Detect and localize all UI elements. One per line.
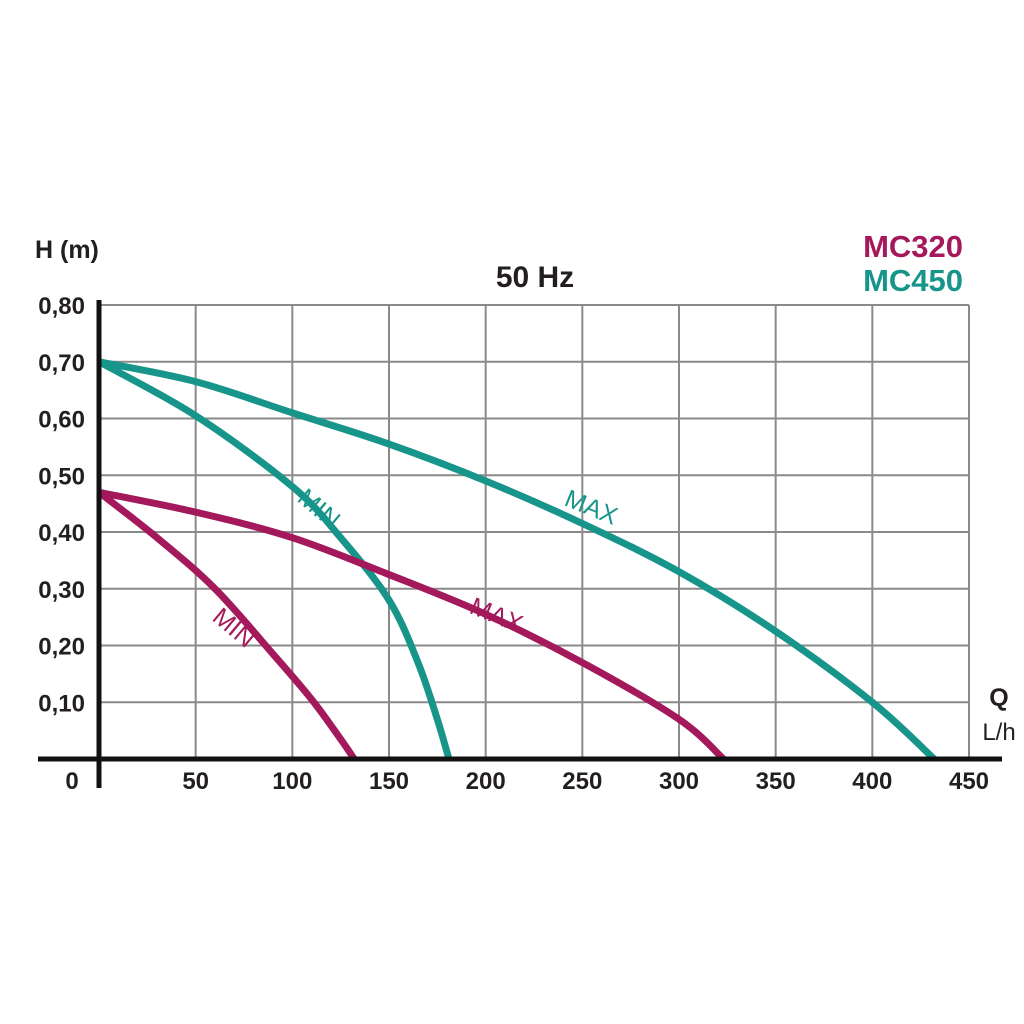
x-tick-label: 400 — [852, 768, 892, 795]
labels: MAXMINMAXMIN0,100,200,300,400,500,600,70… — [38, 293, 989, 795]
y-tick-label: 0,20 — [38, 634, 85, 661]
curve-mc320-min — [96, 489, 358, 761]
x-tick-label: 350 — [756, 768, 796, 795]
y-tick-label: 0,40 — [38, 520, 85, 547]
y-tick-label: 0,10 — [38, 690, 85, 717]
y-tick-label: 0,70 — [38, 350, 85, 377]
x-tick-label: 150 — [369, 768, 409, 795]
y-tick-label: 0,50 — [38, 463, 85, 490]
x-tick-label: 50 — [182, 768, 209, 795]
y-tick-label: 0,60 — [38, 407, 85, 434]
y-tick-label: 0,30 — [38, 577, 85, 604]
grid — [99, 304, 970, 759]
axes — [38, 300, 1002, 788]
y-axis-title: H (m) — [35, 236, 99, 264]
curve-mc450-max — [98, 358, 937, 762]
y-tick-label: 0,80 — [38, 293, 85, 320]
legend-mc320: MC320 — [863, 229, 963, 264]
curve-mc450-min — [97, 358, 453, 760]
curves — [96, 358, 937, 762]
chart-title: 50 Hz — [496, 261, 574, 294]
x-tick-label: 250 — [562, 768, 602, 795]
x-tick-label: 300 — [659, 768, 699, 795]
x-tick-label: 450 — [949, 768, 989, 795]
x-axis-title: Q — [989, 684, 1008, 712]
x-tick-label: 0 — [65, 768, 78, 795]
curve-mc320-max — [98, 488, 726, 762]
x-axis-unit: L/h — [982, 719, 1015, 746]
x-tick-label: 200 — [466, 768, 506, 795]
x-tick-label: 100 — [272, 768, 312, 795]
curve-label-mc320-max: MAX — [466, 592, 527, 638]
legend-mc450: MC450 — [863, 263, 963, 298]
